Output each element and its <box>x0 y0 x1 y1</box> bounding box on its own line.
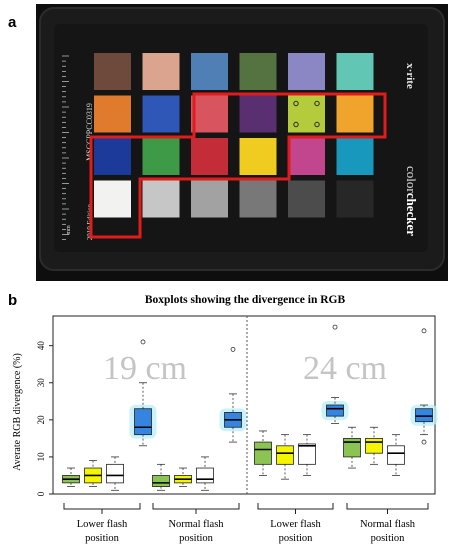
box-yellow <box>84 460 102 487</box>
group-label: position <box>371 533 406 544</box>
color-patch <box>142 53 180 90</box>
outlier-point <box>140 339 146 345</box>
group-bracket <box>152 503 240 510</box>
box-green <box>152 463 170 491</box>
box-white <box>298 434 316 476</box>
box-white <box>387 434 405 476</box>
box-body <box>343 437 361 458</box>
box-blue <box>219 346 247 443</box>
color-patch <box>336 138 374 175</box>
box-body <box>365 437 383 454</box>
target-mark <box>293 121 299 128</box>
color-patch <box>142 95 180 133</box>
color-patch <box>191 180 228 218</box>
box-body <box>415 408 433 423</box>
outlier-point <box>421 439 427 445</box>
outlier-point <box>421 328 427 334</box>
color-patch <box>239 138 277 175</box>
color-patch <box>94 138 131 175</box>
group-bracket <box>63 503 141 510</box>
color-patch <box>94 95 131 133</box>
ruler-scale <box>62 55 69 240</box>
brand-logo-text: x·rite <box>404 63 416 89</box>
color-patch <box>288 138 325 175</box>
y-tick-label: 40 <box>36 341 46 351</box>
target-mark <box>293 100 299 107</box>
box-yellow <box>174 467 192 487</box>
boxplot-series <box>62 324 438 491</box>
color-patch <box>191 95 228 133</box>
group-label: Normal flash <box>360 519 416 530</box>
y-axis: 0 10 20 30 40 <box>36 341 53 496</box>
color-patch <box>94 53 131 90</box>
color-checker-photo: MSCCPPCC0319 2019 Edition mm x·rite colo… <box>36 4 448 281</box>
product-name-text: colorchecker <box>404 166 419 236</box>
group-label: position <box>179 533 214 544</box>
group-bracket <box>346 503 429 510</box>
box-yellow <box>365 426 383 465</box>
box-body <box>276 445 294 465</box>
color-patch <box>288 95 325 133</box>
color-patch <box>336 53 374 90</box>
box-body <box>326 404 344 417</box>
color-patch <box>239 180 277 218</box>
box-green <box>343 426 361 469</box>
box-blue <box>129 339 157 447</box>
card-serial-text: MSCCPPCC0319 <box>85 103 94 161</box>
target-mark <box>314 121 320 128</box>
panel-label-24cm: 24 cm <box>303 350 387 387</box>
highlight-outline <box>89 92 387 239</box>
box-green <box>62 467 80 487</box>
target-mark <box>314 100 320 107</box>
y-axis-label: Averate RGB divergence (%) <box>12 353 23 471</box>
box-yellow <box>276 434 294 480</box>
panel-label-b: b <box>8 292 18 309</box>
box-body <box>254 441 272 465</box>
color-patch <box>288 53 325 90</box>
box-body <box>134 408 152 436</box>
box-body <box>106 463 124 484</box>
box-body <box>387 445 405 465</box>
boxplot-chart: Boxplots showing the divergence in RGB A… <box>12 294 438 544</box>
y-tick-label: 0 <box>36 491 46 496</box>
outlier-point <box>230 346 236 352</box>
y-tick-label: 30 <box>36 378 46 388</box>
y-tick-label: 20 <box>36 415 46 425</box>
panel-label-19cm: 19 cm <box>103 350 187 387</box>
group-label: position <box>85 533 120 544</box>
group-label: Lower flash <box>270 519 321 530</box>
color-patch-grid <box>94 53 374 218</box>
color-patch <box>239 53 277 90</box>
box-white <box>106 456 124 491</box>
outlier-point <box>332 324 338 330</box>
box-body <box>298 443 316 465</box>
group-label: position <box>279 533 314 544</box>
box-green <box>254 430 272 476</box>
color-patch <box>142 180 180 218</box>
color-patch <box>191 138 228 175</box>
box-blue <box>410 328 438 445</box>
x-axis-groups: Lower flash position Normal flash position L… <box>63 503 429 544</box>
color-patch <box>142 138 180 175</box>
box-body <box>196 467 214 484</box>
color-patch <box>191 53 228 90</box>
group-label: Lower flash <box>77 519 128 530</box>
group-label: Normal flash <box>168 519 224 530</box>
color-patch <box>336 95 374 133</box>
box-body <box>152 475 170 487</box>
ruler-unit-text: mm <box>66 225 72 235</box>
color-patch <box>94 180 131 218</box>
color-patch <box>239 95 277 133</box>
color-patch <box>288 180 325 218</box>
group-bracket <box>257 503 334 510</box>
chart-title: Boxplots showing the divergence in RGB <box>145 294 346 306</box>
plot-frame <box>52 315 436 495</box>
box-white <box>196 456 214 491</box>
color-patch <box>336 180 374 218</box>
panel-label-a: a <box>8 14 17 31</box>
y-tick-label: 10 <box>36 452 46 462</box>
box-blue <box>321 324 349 424</box>
